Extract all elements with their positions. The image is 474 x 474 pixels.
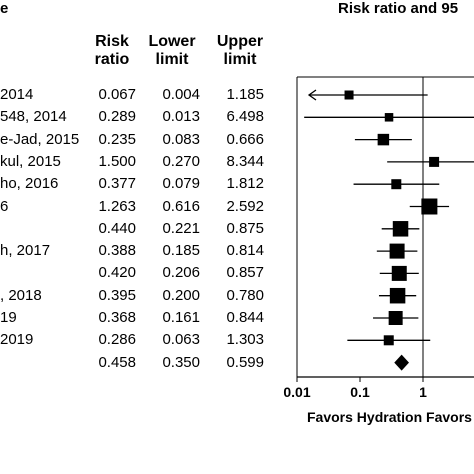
upper-limit-value: 0.875 — [226, 219, 264, 237]
lower-limit-value: 0.083 — [162, 130, 200, 148]
column-header-upper-limit-line2: limit — [223, 51, 257, 68]
risk-ratio-value: 0.235 — [98, 130, 136, 148]
lower-limit-value: 0.004 — [162, 86, 200, 103]
lower-limit-value: 0.270 — [162, 152, 200, 170]
study-name: 2014 — [0, 86, 34, 103]
lower-limit-value: 0.206 — [162, 264, 200, 282]
table-title-left: e — [0, 0, 9, 17]
summary-diamond — [394, 354, 409, 371]
risk-ratio-value: 1.263 — [98, 197, 136, 215]
lower-limit-value: 0.350 — [162, 353, 200, 371]
risk-ratio-value: 0.286 — [98, 331, 136, 349]
point-estimate — [389, 243, 405, 259]
upper-limit-value: 0.857 — [226, 264, 264, 282]
study-name: 2019 — [0, 331, 34, 349]
point-estimate — [384, 113, 394, 122]
upper-limit-value: 0.844 — [226, 309, 264, 326]
column-header-lower-limit: Lower limit — [145, 33, 199, 69]
column-header-lower-limit-line1: Lower — [148, 33, 196, 50]
upper-limit-value: 0.780 — [226, 286, 264, 304]
upper-limit-value: 0.814 — [226, 242, 264, 260]
x-tick-label: 0.01 — [283, 384, 310, 400]
study-name: 6 — [0, 197, 9, 215]
x-axis-label: Favors Hydration Favors — [307, 409, 472, 425]
study-name: 19 — [0, 309, 17, 326]
x-tick-label: 1 — [419, 384, 427, 400]
column-header-risk-ratio-line1: Risk — [95, 33, 129, 50]
lower-limit-value: 0.063 — [162, 331, 200, 349]
upper-limit-value: 2.592 — [226, 197, 264, 215]
ci-arrow-left — [307, 89, 317, 101]
column-header-upper-limit: Upper limit — [212, 33, 268, 69]
lower-limit-value: 0.221 — [162, 219, 200, 237]
study-name: e-Jad, 2015 — [0, 130, 80, 148]
upper-limit-value: 1.812 — [226, 175, 264, 193]
point-estimate — [391, 265, 407, 281]
lower-limit-value: 0.200 — [162, 286, 200, 304]
column-header-risk-ratio-line2: ratio — [94, 51, 130, 68]
point-estimate — [391, 179, 402, 190]
study-name: h, 2017 — [0, 242, 51, 260]
risk-ratio-value: 0.388 — [98, 242, 136, 260]
risk-ratio-value: 0.377 — [98, 175, 136, 193]
upper-limit-value: 0.666 — [226, 130, 264, 148]
risk-ratio-value: 0.420 — [98, 264, 136, 282]
lower-limit-value: 0.616 — [162, 197, 200, 215]
x-tick-label: 0.1 — [350, 384, 370, 400]
column-header-upper-limit-line1: Upper — [216, 33, 264, 50]
study-name: ho, 2016 — [0, 175, 59, 193]
point-estimate — [344, 90, 354, 100]
column-header-risk-ratio: Risk ratio — [88, 33, 136, 69]
lower-limit-value: 0.161 — [162, 309, 200, 326]
lower-limit-value: 0.013 — [162, 108, 200, 126]
study-name: 548, 2014 — [0, 108, 67, 126]
column-header-lower-limit-line2: limit — [155, 51, 189, 68]
point-estimate — [429, 156, 440, 167]
point-estimate — [388, 311, 403, 325]
upper-limit-value: 1.185 — [226, 86, 264, 103]
risk-ratio-value: 0.368 — [98, 309, 136, 326]
upper-limit-value: 8.344 — [226, 152, 264, 170]
upper-limit-value: 1.303 — [226, 331, 264, 349]
risk-ratio-value: 1.500 — [98, 152, 136, 170]
point-estimate — [392, 221, 409, 237]
risk-ratio-value: 0.067 — [98, 86, 136, 103]
risk-ratio-value: 0.289 — [98, 108, 136, 126]
lower-limit-value: 0.079 — [162, 175, 200, 193]
study-name: , 2018 — [0, 286, 42, 304]
point-estimate — [389, 287, 406, 304]
point-estimate — [377, 133, 390, 146]
upper-limit-value: 0.599 — [226, 353, 264, 371]
risk-ratio-value: 0.395 — [98, 286, 136, 304]
risk-ratio-value: 0.440 — [98, 219, 136, 237]
upper-limit-value: 6.498 — [226, 108, 264, 126]
risk-ratio-value: 0.458 — [98, 353, 136, 371]
study-name: kul, 2015 — [0, 152, 61, 170]
point-estimate — [383, 335, 394, 346]
lower-limit-value: 0.185 — [162, 242, 200, 260]
chart-title: Risk ratio and 95 — [338, 0, 459, 17]
point-estimate — [421, 198, 438, 215]
